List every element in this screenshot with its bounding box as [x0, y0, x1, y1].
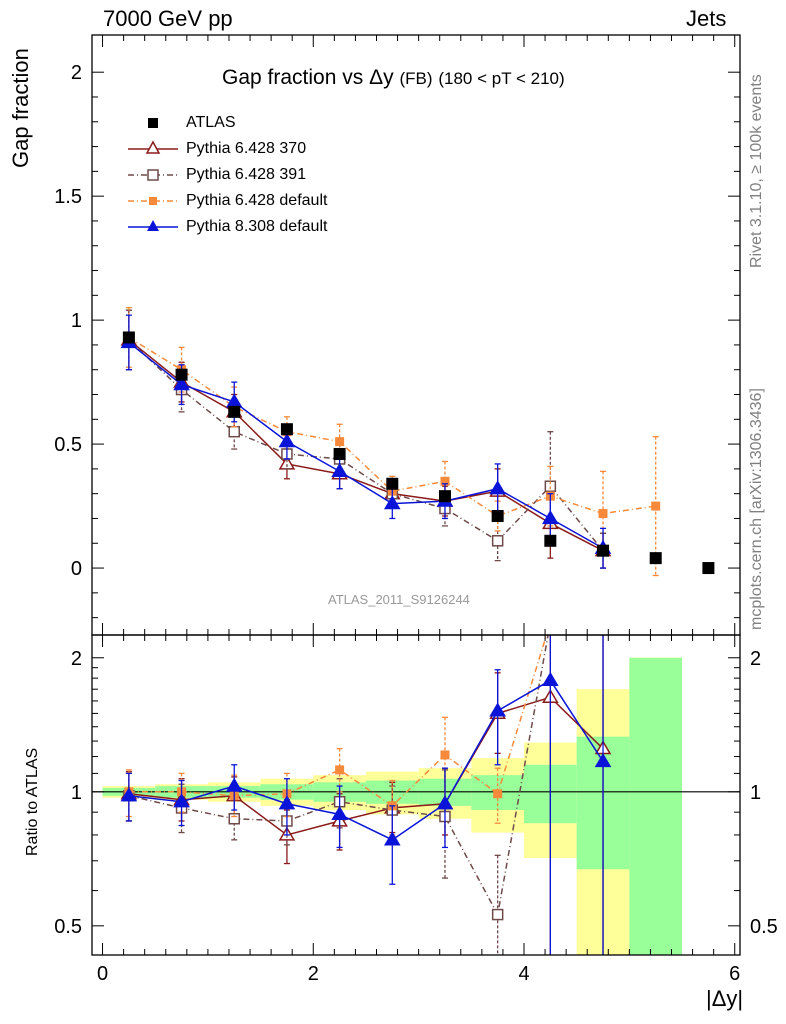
main-line-p8	[128, 341, 604, 549]
ratio-line-p8	[128, 679, 604, 841]
main-point-p64def	[335, 437, 345, 447]
main-point-atlas	[597, 544, 610, 557]
legend-item-370: Pythia 6.428 370	[128, 136, 327, 162]
title-prefix: Gap fraction vs	[222, 66, 364, 89]
ratio-point-p8	[278, 795, 296, 810]
ratio-frame	[91, 634, 741, 956]
ratio-y-tick-label-left: 0.5	[54, 916, 82, 938]
plot-title: Gap fraction vs Δy (FB) (180 < pT < 210)	[222, 66, 565, 90]
main-point-atlas	[333, 448, 346, 461]
ratio-point-p8	[331, 805, 348, 820]
header-left: 7000 GeV pp	[103, 6, 233, 31]
main-point-atlas	[649, 552, 662, 565]
x-tick-label: 6	[729, 963, 740, 985]
ratio-point-p391	[228, 812, 240, 825]
title-range: (180 < pT < 210)	[438, 69, 565, 88]
main-point-atlas	[544, 534, 557, 547]
ratio-point-p8	[594, 752, 612, 768]
main-point-p64def	[651, 501, 661, 511]
main-point-p64def	[598, 509, 608, 519]
main-point-atlas	[122, 331, 135, 344]
main-point-p391	[228, 425, 240, 438]
main-point-p8	[383, 495, 401, 510]
ratio-xlabel: |Δy|	[706, 986, 744, 1011]
main-frame	[91, 34, 741, 636]
ratio-line-p64def	[128, 635, 548, 807]
main-point-p391	[544, 480, 557, 492]
main-point-atlas	[175, 368, 188, 381]
ratio-point-p8	[225, 777, 243, 792]
main-point-p8	[278, 433, 296, 448]
header-right: Jets	[686, 6, 727, 31]
main-point-p8	[542, 509, 559, 525]
ratio-point-p8	[173, 793, 190, 808]
main-point-p8	[331, 462, 348, 478]
ratio-y-tick-label-left: 2	[71, 648, 82, 670]
main-point-p8	[489, 480, 506, 495]
legend: ATLAS Pythia 6.428 370 Pythia 6.428 391 …	[128, 110, 327, 240]
legend-item-p6-default: Pythia 6.428 default	[128, 188, 327, 214]
legend-item-p8-default: Pythia 8.308 default	[128, 214, 327, 240]
x-tick-label: 2	[308, 963, 319, 985]
main-point-p64def	[440, 476, 450, 486]
ratio-point-p64def	[440, 750, 450, 760]
legend-symbol-atlas	[148, 118, 158, 128]
main-y-tick-label: 1	[71, 310, 82, 332]
legend-symbol-370	[128, 140, 178, 154]
ratio-point-p8	[436, 795, 454, 810]
legend-label-p6-default: Pythia 6.428 default	[186, 192, 328, 209]
main-point-atlas	[491, 509, 504, 522]
ratio-point-p8	[120, 787, 138, 802]
ratio-line-p370	[128, 696, 604, 836]
legend-item-atlas: ATLAS	[128, 110, 327, 136]
main-point-p8	[173, 376, 190, 391]
ratio-y-tick-label-right: 1	[750, 782, 761, 804]
legend-symbol-p8-default	[128, 220, 178, 231]
legend-label-p8-default: Pythia 8.308 default	[186, 218, 328, 235]
ratio-point-p64def	[335, 765, 345, 775]
main-point-atlas	[280, 423, 293, 436]
ratio-panel-content	[92, 618, 740, 955]
analysis-id: ATLAS_2011_S9126244	[328, 592, 470, 607]
main-y-tick-label: 1.5	[54, 186, 82, 208]
main-panel-content	[120, 307, 715, 577]
main-point-p391	[491, 535, 504, 547]
main-y-tick-label: 0	[71, 558, 82, 580]
legend-label-atlas: ATLAS	[186, 114, 236, 131]
main-point-atlas	[702, 562, 715, 575]
legend-label-391: Pythia 6.428 391	[186, 166, 307, 183]
main-y-tick-label: 2	[71, 62, 82, 84]
x-tick-label: 4	[518, 963, 529, 985]
ratio-point-p8	[383, 831, 401, 846]
ratio-y-tick-label-left: 1	[71, 782, 82, 804]
legend-symbol-p6-default	[128, 197, 178, 205]
ratio-point-p64def	[546, 618, 555, 627]
ratio-y-tick-label-right: 2	[750, 648, 761, 670]
legend-label-370: Pythia 6.428 370	[186, 140, 307, 157]
ratio-point-p8	[489, 702, 506, 717]
x-tick-label: 0	[97, 963, 108, 985]
main-point-atlas	[228, 405, 241, 418]
main-line-p391	[128, 339, 604, 552]
legend-item-391: Pythia 6.428 391	[128, 162, 327, 188]
main-line-p64def	[128, 336, 656, 517]
title-fb: (FB)	[399, 69, 433, 88]
ratio-y-tick-label-right: 0.5	[750, 916, 778, 938]
ratio-point-p8	[542, 671, 559, 686]
band-inner	[629, 657, 683, 955]
main-line-p370	[128, 339, 604, 552]
legend-symbol-391	[128, 169, 178, 181]
ratio-point-p391	[545, 618, 555, 628]
title-delta: Δy	[369, 66, 394, 89]
ratio-point-p391	[491, 908, 504, 921]
main-point-atlas	[438, 490, 451, 503]
main-point-atlas	[386, 477, 399, 490]
ratio-point-p64def	[493, 789, 503, 799]
main-y-tick-label: 0.5	[54, 434, 82, 456]
